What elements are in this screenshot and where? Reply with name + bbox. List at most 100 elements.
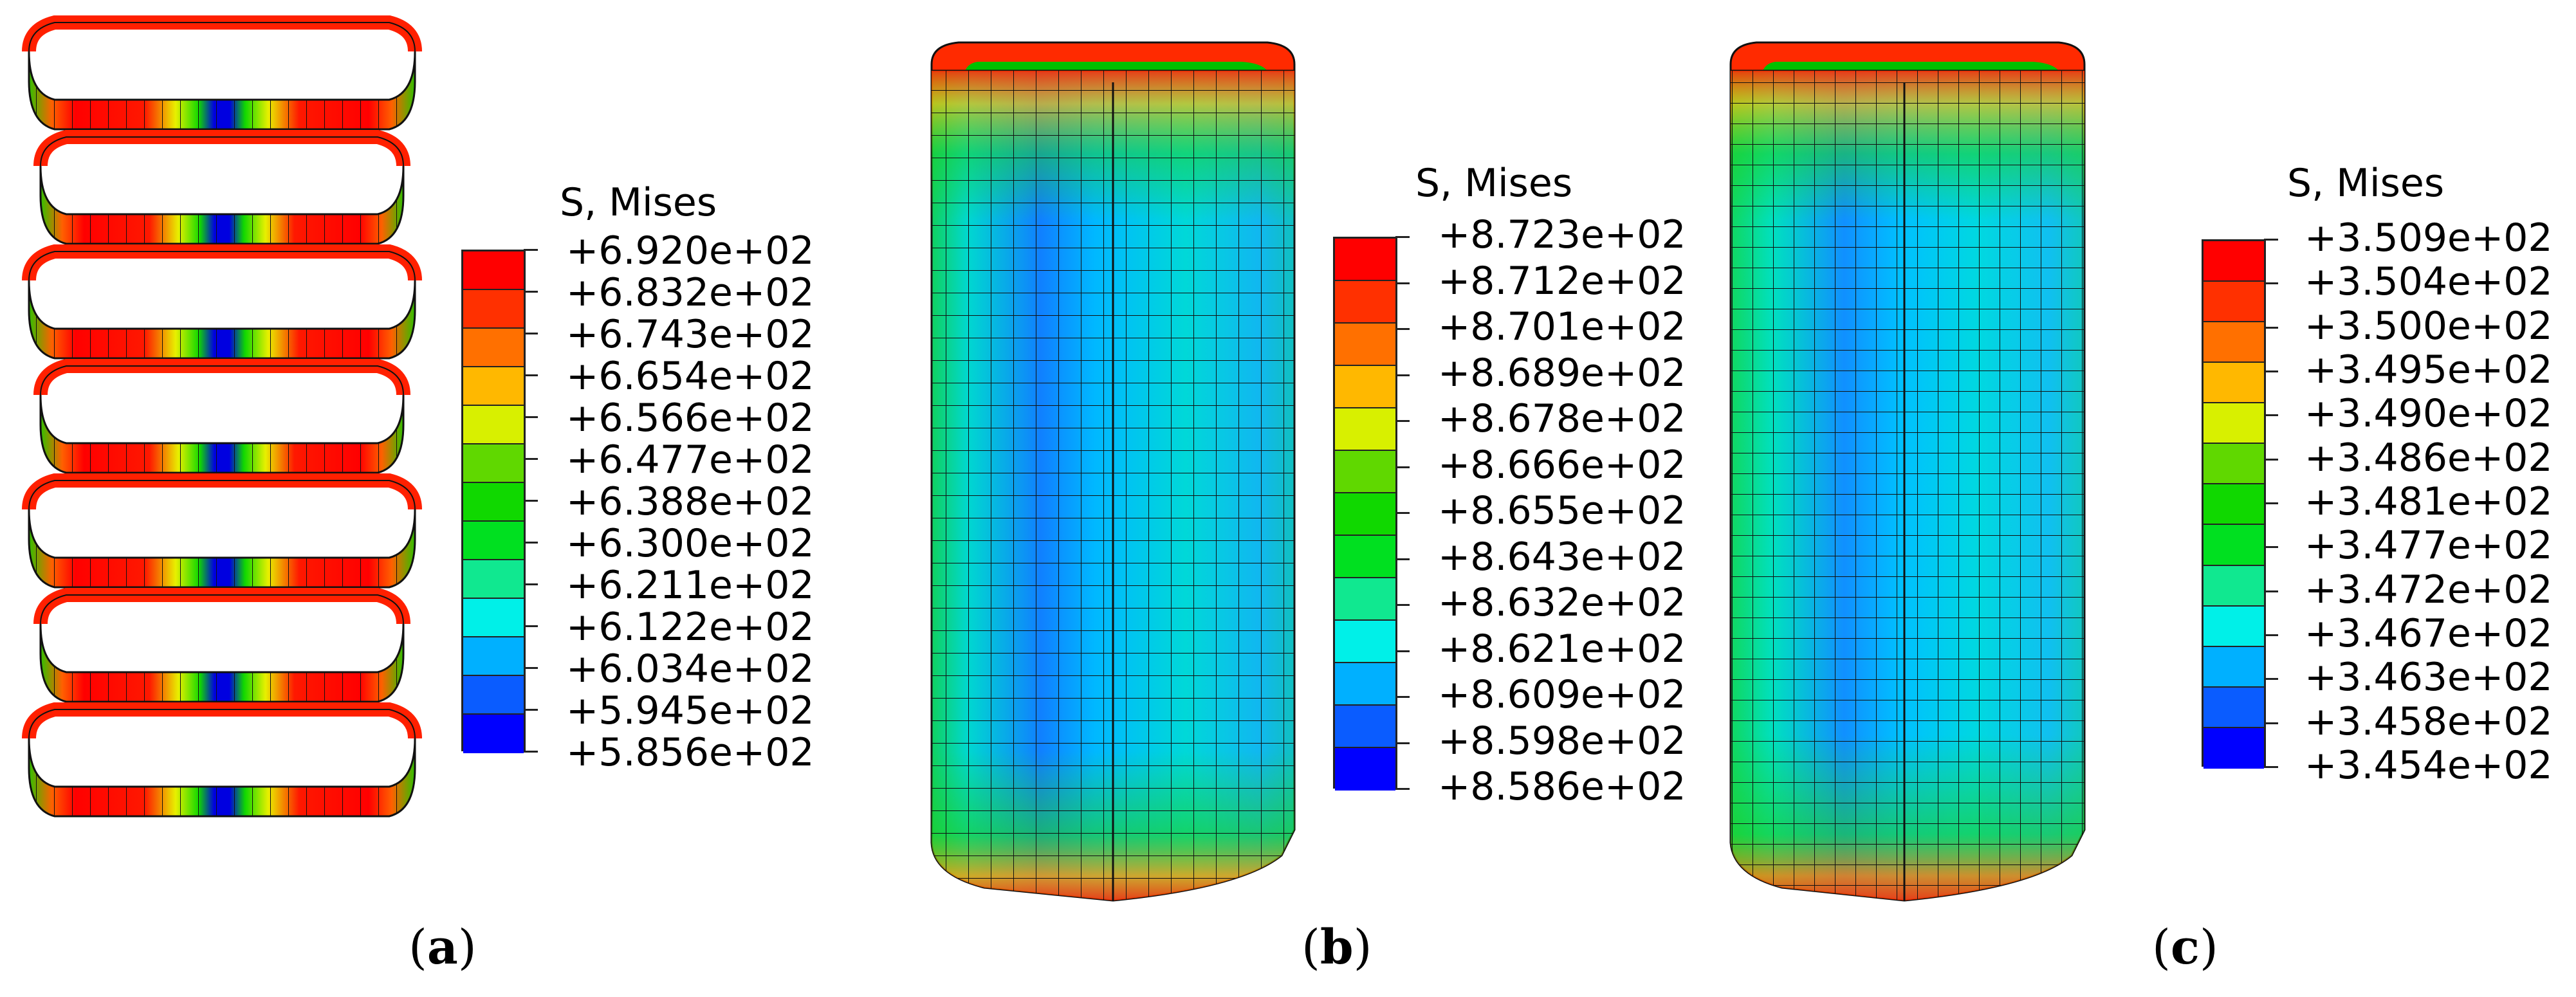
- ring-layers: [22, 15, 422, 818]
- legend-value: +8.678e+02: [1438, 396, 1686, 441]
- legend-swatch: [2203, 363, 2264, 404]
- legend-tick: [2264, 414, 2278, 417]
- legend-tick: [524, 542, 538, 544]
- legend-value: +6.211e+02: [566, 563, 814, 608]
- caption-b: (b): [1302, 920, 1372, 975]
- legend-tick: [1395, 420, 1410, 422]
- legend-swatch: [1335, 451, 1395, 493]
- tube-contour: [930, 41, 1296, 902]
- legend-swatch: [463, 444, 524, 483]
- ring-layer: [22, 15, 422, 131]
- legend-tick: [524, 458, 538, 460]
- legend-tick: [524, 751, 538, 753]
- legend-swatch: [2203, 241, 2264, 282]
- legend-value: +6.034e+02: [566, 646, 814, 691]
- legend-swatch: [463, 290, 524, 329]
- legend-value: +6.832e+02: [566, 270, 814, 315]
- legend-swatch: [2203, 282, 2264, 323]
- legend-value: +8.643e+02: [1438, 534, 1686, 580]
- legend-value: +5.945e+02: [566, 688, 814, 733]
- legend-value: +8.586e+02: [1438, 764, 1686, 809]
- color-legend-bar: [1333, 237, 1397, 791]
- legend-swatch: [1335, 706, 1395, 748]
- legend-swatch: [2203, 484, 2264, 526]
- legend-value: +6.477e+02: [566, 437, 814, 482]
- legend-swatch: [2203, 444, 2264, 485]
- legend-tick: [1395, 558, 1410, 560]
- legend-tick: [524, 249, 538, 251]
- ring-stack-contour: [22, 15, 422, 818]
- legend-value: +5.856e+02: [566, 730, 814, 775]
- legend-swatch: [2203, 525, 2264, 566]
- legend-value: +3.500e+02: [2305, 303, 2553, 349]
- legend-value: +3.458e+02: [2305, 699, 2553, 744]
- legend-tick: [2264, 458, 2278, 461]
- legend-tick: [524, 709, 538, 711]
- legend-tick: [2264, 370, 2278, 372]
- legend-tick: [2264, 282, 2278, 285]
- ring-layer: [33, 588, 410, 703]
- legend-tick: [1395, 512, 1410, 514]
- legend-swatch: [1335, 281, 1395, 324]
- legend-value: +3.467e+02: [2305, 611, 2553, 656]
- legend-swatch: [463, 252, 524, 290]
- legend-tick: [2264, 239, 2278, 241]
- legend-value: +3.454e+02: [2305, 743, 2553, 788]
- legend-value: +8.689e+02: [1438, 350, 1686, 396]
- legend-value: +8.666e+02: [1438, 442, 1686, 488]
- legend-value: +8.598e+02: [1438, 718, 1686, 764]
- legend-tick: [1395, 696, 1410, 698]
- ring-layer: [22, 702, 422, 818]
- legend-value: +3.504e+02: [2305, 259, 2553, 305]
- legend-tick: [524, 416, 538, 418]
- legend-tick: [524, 667, 538, 669]
- panel-a: S, Mises +6.920e+02 +6.832e+02 +6.743e+02 +…: [0, 0, 856, 997]
- legend-tick: [2264, 634, 2278, 636]
- legend-value: +3.481e+02: [2305, 479, 2553, 524]
- legend-tick: [524, 625, 538, 627]
- legend-value: +8.712e+02: [1438, 258, 1686, 304]
- legend-swatch: [2203, 322, 2264, 363]
- legend-title: S, Mises: [2287, 161, 2445, 206]
- tube-contour: [1729, 41, 2086, 902]
- legend-tick: [524, 333, 538, 334]
- legend-value: +3.472e+02: [2305, 567, 2553, 612]
- legend-swatch: [1335, 578, 1395, 621]
- legend-value: +6.566e+02: [566, 396, 814, 441]
- legend-swatch: [463, 676, 524, 715]
- legend-tick: [1395, 788, 1410, 790]
- legend-tick: [524, 500, 538, 502]
- legend-swatch: [1335, 239, 1395, 281]
- caption-c: (c): [2152, 920, 2218, 975]
- legend-tick: [2264, 502, 2278, 504]
- legend-value: +8.655e+02: [1438, 488, 1686, 533]
- legend-swatch: [2203, 565, 2264, 607]
- panel-b: S, Mises +8.723e+02 +8.712e+02 +8.701e+02 +…: [856, 0, 1711, 997]
- legend-swatch: [2203, 646, 2264, 688]
- legend-swatch: [463, 599, 524, 637]
- legend-value: +6.300e+02: [566, 521, 814, 566]
- legend-value: +8.701e+02: [1438, 304, 1686, 349]
- legend-tick: [2264, 590, 2278, 592]
- legend-value: +8.723e+02: [1438, 212, 1686, 257]
- legend-swatch: [1335, 408, 1395, 451]
- legend-swatch: [2203, 403, 2264, 444]
- legend-value: +6.388e+02: [566, 479, 814, 524]
- legend-title: S, Mises: [560, 180, 717, 225]
- legend-swatch: [1335, 493, 1395, 536]
- legend-tick: [1395, 328, 1410, 330]
- legend-tick: [1395, 650, 1410, 652]
- color-legend-bar: [2202, 239, 2266, 769]
- legend-value: +8.621e+02: [1438, 626, 1686, 672]
- legend-value: +3.463e+02: [2305, 655, 2553, 700]
- legend-tick: [2264, 722, 2278, 724]
- legend-value: +3.490e+02: [2305, 391, 2553, 437]
- ring-layer: [33, 359, 410, 474]
- legend-swatch: [2203, 687, 2264, 728]
- legend-tick: [1395, 374, 1410, 376]
- legend-tick: [1395, 236, 1410, 238]
- legend-value: +3.477e+02: [2305, 523, 2553, 569]
- legend-value: +6.920e+02: [566, 228, 814, 273]
- legend-tick: [2264, 678, 2278, 681]
- legend-value: +3.486e+02: [2305, 435, 2553, 480]
